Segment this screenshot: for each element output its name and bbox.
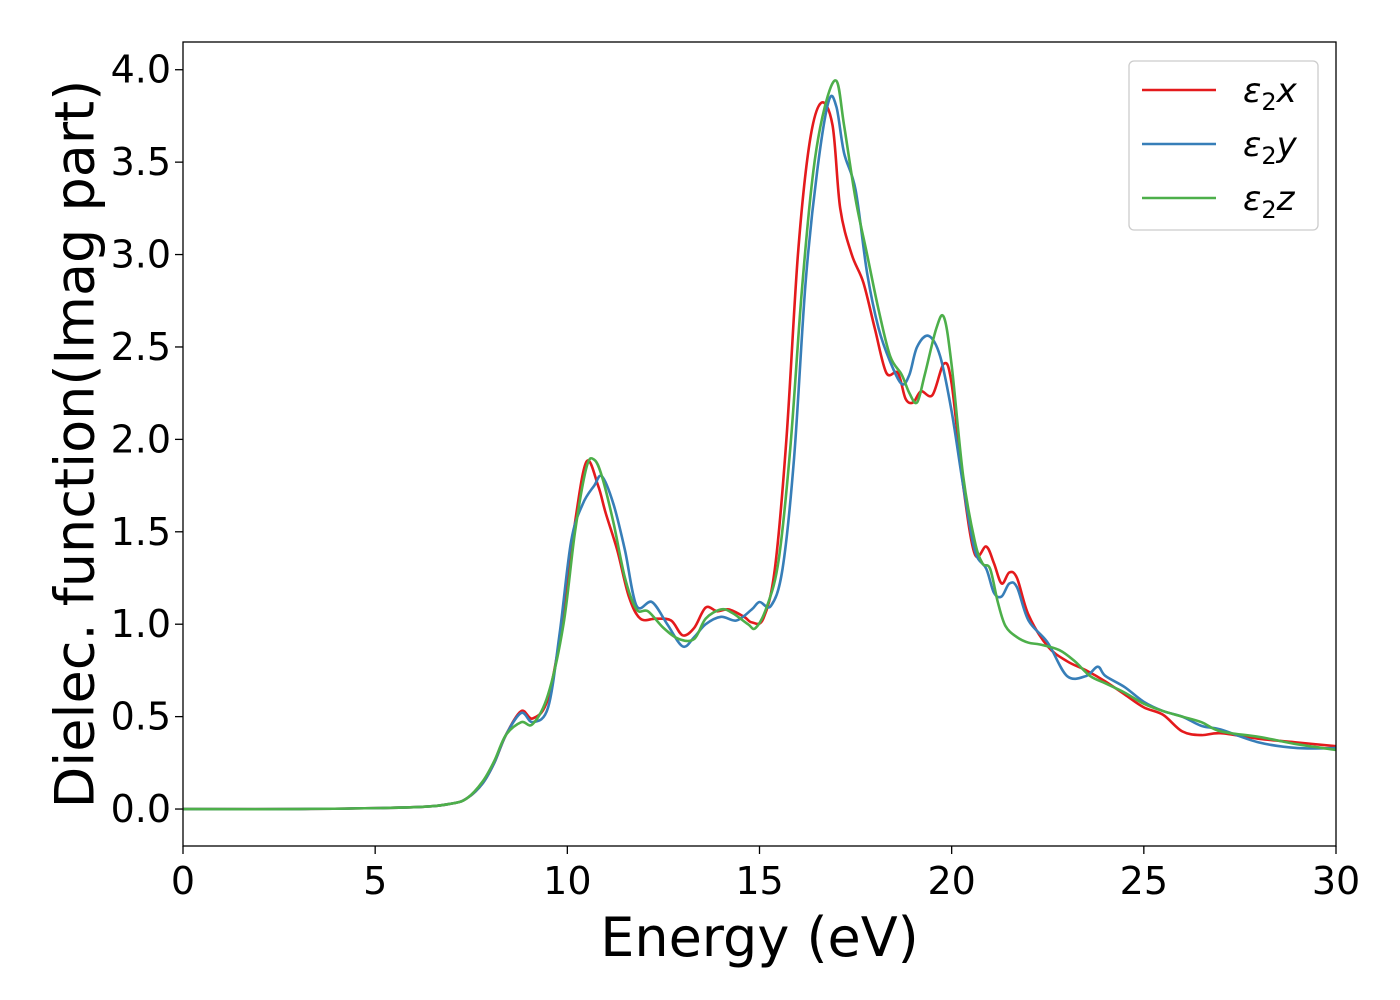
x-axis-title: Energy (eV) [600, 906, 919, 969]
series-line-3 [183, 79, 1336, 811]
plot-area [183, 79, 1336, 811]
y-tick-label: 2.0 [111, 417, 171, 461]
y-tick-label: 1.0 [111, 602, 171, 646]
y-tick-label: 1.5 [111, 510, 171, 554]
y-tick-label: 3.5 [111, 140, 171, 184]
plot-frame [182, 41, 1337, 847]
legend-label: ε2y [1243, 125, 1298, 170]
series-line-2 [183, 94, 1336, 811]
y-tick-label: 0.5 [111, 695, 171, 739]
x-tick-label: 15 [735, 859, 783, 903]
y-tick-label: 4.0 [111, 48, 171, 92]
x-tick-label: 25 [1120, 859, 1168, 903]
legend-label: ε2z [1243, 179, 1296, 224]
x-axis-ticks: 0 5 10 15 20 25 30 [171, 846, 1360, 903]
y-tick-label: 0.0 [111, 787, 171, 831]
x-tick-label: 0 [171, 859, 195, 903]
y-axis-title: Dielec. function(Imag part) [44, 80, 107, 809]
legend-label: ε2x [1243, 71, 1298, 116]
y-tick-label: 3.0 [111, 233, 171, 277]
x-tick-label: 20 [927, 859, 975, 903]
legend: ε2x ε2y ε2z [1128, 60, 1319, 231]
x-tick-label: 30 [1312, 859, 1360, 903]
x-tick-label: 5 [363, 859, 387, 903]
legend-box [1128, 60, 1319, 231]
x-tick-label: 10 [543, 859, 591, 903]
y-tick-label: 2.5 [111, 325, 171, 369]
y-axis-ticks: 0.0 0.5 1.0 1.5 2.0 2.5 3.0 3.5 4.0 [111, 48, 183, 831]
